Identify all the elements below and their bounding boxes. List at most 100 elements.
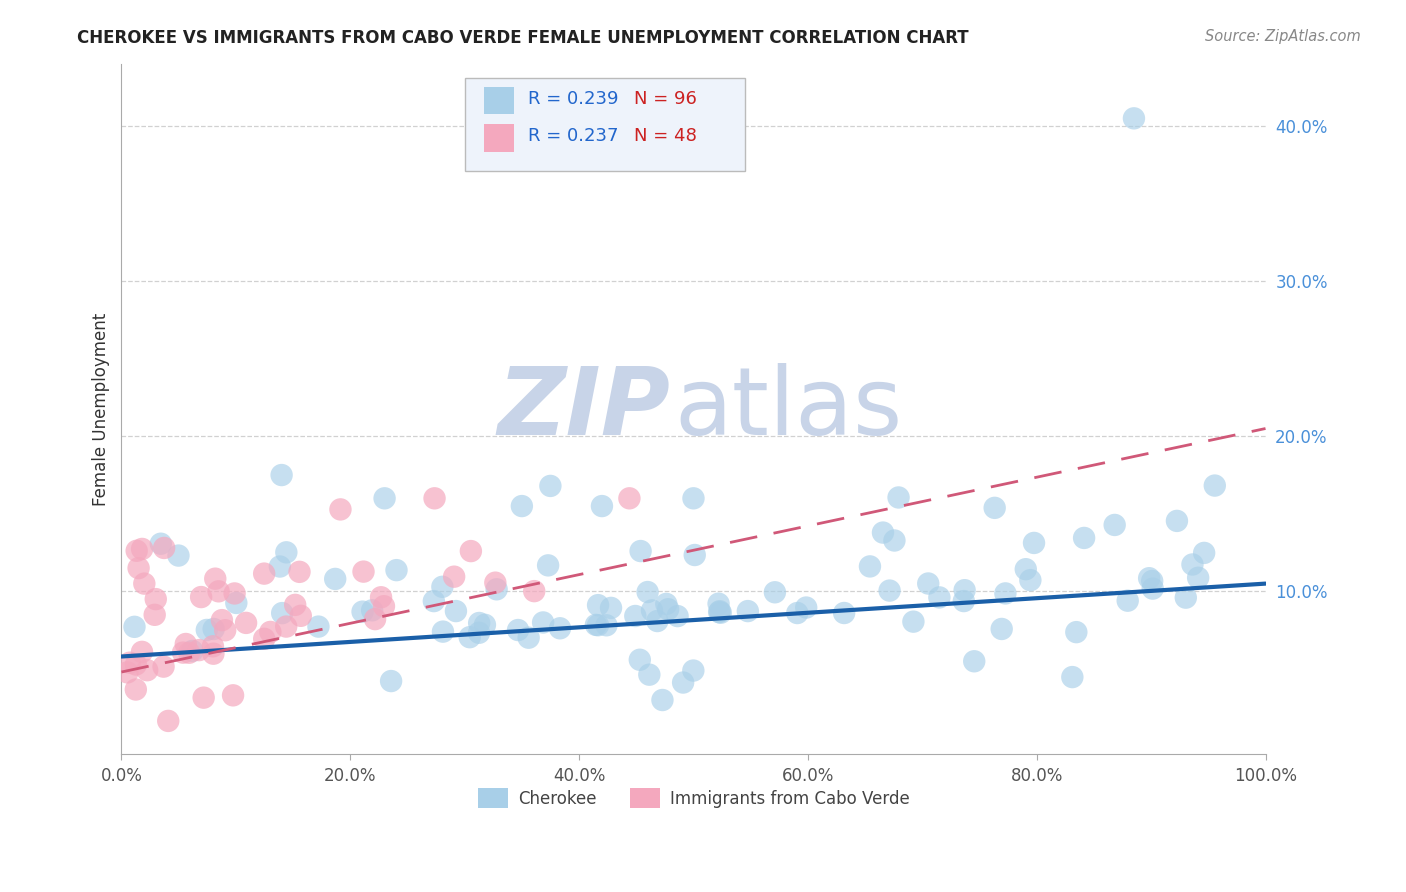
Point xyxy=(276,619,298,633)
Point xyxy=(117,665,139,680)
Point xyxy=(364,612,387,626)
Point xyxy=(953,594,976,608)
Point xyxy=(1181,558,1204,572)
Point xyxy=(224,586,246,600)
Point xyxy=(506,623,529,637)
Point xyxy=(917,576,939,591)
Point xyxy=(271,606,294,620)
Point xyxy=(149,537,172,551)
Point xyxy=(591,499,613,513)
Point xyxy=(128,561,150,575)
Point xyxy=(683,548,706,562)
Point xyxy=(432,580,454,594)
Point xyxy=(373,599,395,614)
Point xyxy=(1015,562,1038,576)
Point xyxy=(444,604,467,618)
Point xyxy=(125,543,148,558)
Point xyxy=(152,659,174,673)
Point xyxy=(624,609,647,624)
Point xyxy=(647,614,669,628)
Point xyxy=(225,596,247,610)
Point xyxy=(666,609,689,624)
Point xyxy=(953,583,976,598)
Point xyxy=(235,615,257,630)
Point xyxy=(537,558,560,573)
Point xyxy=(682,664,704,678)
Point xyxy=(786,606,808,620)
FancyBboxPatch shape xyxy=(484,124,513,152)
Point xyxy=(423,491,446,506)
Point xyxy=(600,601,623,615)
Point xyxy=(125,657,148,672)
Text: R = 0.237: R = 0.237 xyxy=(527,127,619,145)
Point xyxy=(211,613,233,627)
Point xyxy=(193,690,215,705)
Point xyxy=(1174,591,1197,605)
Point xyxy=(222,689,245,703)
Point xyxy=(1022,536,1045,550)
Point xyxy=(269,559,291,574)
Point xyxy=(1116,593,1139,607)
Text: Source: ZipAtlas.com: Source: ZipAtlas.com xyxy=(1205,29,1361,44)
Point xyxy=(1104,518,1126,533)
Point xyxy=(290,608,312,623)
Point xyxy=(253,566,276,581)
Point xyxy=(423,594,446,608)
Point xyxy=(380,674,402,689)
Point xyxy=(124,620,146,634)
Point xyxy=(548,621,571,635)
Text: N = 96: N = 96 xyxy=(634,89,697,108)
Point xyxy=(153,541,176,555)
Point xyxy=(1123,112,1146,126)
Point xyxy=(374,491,396,506)
Point xyxy=(201,640,224,654)
Point xyxy=(143,607,166,622)
Point xyxy=(1204,478,1226,492)
Point xyxy=(145,592,167,607)
Point xyxy=(370,591,392,605)
Point xyxy=(710,606,733,620)
Point xyxy=(1192,546,1215,560)
Point xyxy=(443,570,465,584)
Point xyxy=(1137,571,1160,585)
Point xyxy=(172,646,194,660)
Point xyxy=(460,544,482,558)
Point xyxy=(682,491,704,506)
Point xyxy=(484,575,506,590)
Point xyxy=(655,597,678,611)
Point xyxy=(641,603,664,617)
Point xyxy=(188,643,211,657)
Point xyxy=(672,675,695,690)
Point xyxy=(630,544,652,558)
Point xyxy=(983,500,1005,515)
Point xyxy=(214,624,236,638)
Point xyxy=(1142,582,1164,596)
Point xyxy=(352,605,374,619)
Text: atlas: atlas xyxy=(673,363,903,455)
Point xyxy=(859,559,882,574)
Point xyxy=(1140,574,1163,588)
Point xyxy=(1073,531,1095,545)
Point xyxy=(202,647,225,661)
Point xyxy=(179,646,201,660)
Point xyxy=(125,682,148,697)
Point xyxy=(619,491,641,506)
Point xyxy=(253,632,276,646)
Point xyxy=(190,590,212,604)
Point xyxy=(259,624,281,639)
Point xyxy=(628,653,651,667)
Point xyxy=(288,565,311,579)
Point xyxy=(1019,573,1042,587)
Point xyxy=(307,619,329,633)
Point xyxy=(709,604,731,618)
Point xyxy=(994,586,1017,600)
Point xyxy=(131,645,153,659)
Text: ZIP: ZIP xyxy=(498,363,671,455)
Point xyxy=(586,618,609,632)
Point xyxy=(1166,514,1188,528)
Point xyxy=(167,549,190,563)
Point xyxy=(1062,670,1084,684)
Point xyxy=(651,693,673,707)
Point xyxy=(485,582,508,597)
Text: N = 48: N = 48 xyxy=(634,127,697,145)
